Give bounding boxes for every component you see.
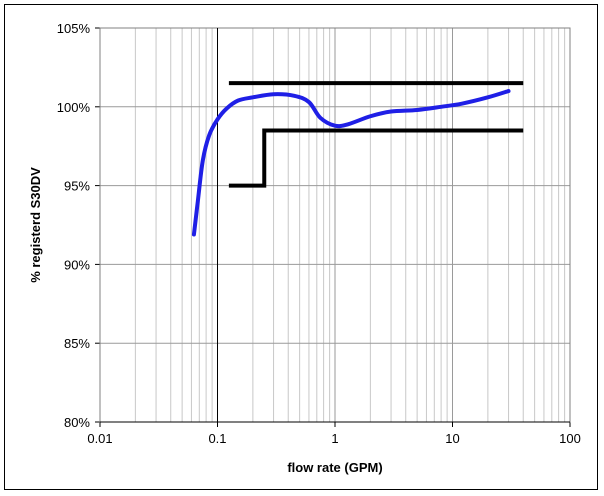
x-tick-label: 0.01 [87, 431, 112, 446]
x-tick-label: 0.1 [208, 431, 226, 446]
y-tick-labels: 80% 85% 90% 95% 100% 105% [57, 21, 91, 430]
y-tick-label: 80% [64, 415, 90, 430]
y-tick-label: 95% [64, 179, 90, 194]
x-tick-labels: 0.01 0.1 1 10 100 [87, 431, 581, 446]
y-tick-label: 90% [64, 257, 90, 272]
x-tick-label: 10 [445, 431, 459, 446]
x-tick-label: 100 [559, 431, 581, 446]
series-group [191, 81, 524, 237]
y-axis-title: % registerd S30DV [28, 167, 43, 283]
y-tick-label: 105% [57, 21, 91, 36]
x-tick-label: 1 [331, 431, 338, 446]
x-axis-title: flow rate (GPM) [287, 460, 382, 475]
accuracy-curve [191, 89, 511, 237]
y-tick-label: 100% [57, 100, 91, 115]
grid [95, 27, 571, 427]
lower-limit-line [228, 128, 524, 188]
y-tick-label: 85% [64, 336, 90, 351]
